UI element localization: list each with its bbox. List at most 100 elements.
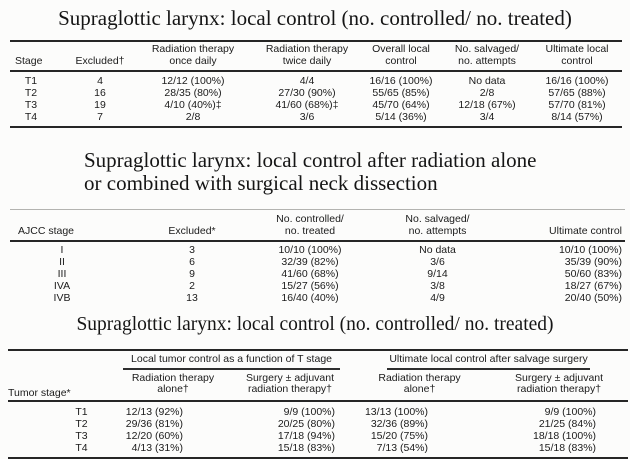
cell: 17/18 (94%): [277, 429, 336, 442]
col-header-ultimate-control: Ultimate control: [525, 209, 625, 242]
cell: T4: [24, 111, 38, 123]
col-header-overall-local-control: Overall local control: [360, 41, 442, 72]
table2-title: Supraglottic larynx: local control after…: [84, 148, 537, 195]
cell: 15/18 (83%): [277, 441, 336, 454]
cell: 2/8: [185, 111, 201, 123]
group-header-ultimate-control-label: Ultimate local control after salvage sur…: [387, 353, 591, 370]
cell: 21/25 (84%): [538, 417, 597, 430]
cell: 10/10 (100%): [278, 244, 342, 256]
cell: 16/16 (100%): [545, 75, 609, 87]
table-row: II 6 32/39 (82%) 3/6 35/39 (90%): [10, 256, 625, 268]
cell: 4/10 (40%)‡: [164, 99, 222, 111]
cell: 13: [186, 292, 198, 304]
cell: 9/9 (100%): [283, 405, 336, 418]
group-header-local-control-label: Local tumor control as a function of T s…: [123, 353, 341, 370]
col-header-rt-once-daily: Radiation therapy once daily: [132, 41, 254, 72]
cell: 41/60 (68%)‡: [275, 99, 339, 111]
cell: 3/8: [430, 280, 445, 292]
cell: 15/20 (75%): [370, 429, 429, 442]
cell: 4/13 (31%): [131, 441, 183, 454]
cell: 32/39 (82%): [281, 256, 339, 268]
table-row: I 3 10/10 (100%) No data 10/10 (100%): [10, 241, 625, 256]
cell: 19: [94, 99, 106, 111]
cell: T2: [75, 417, 88, 430]
cell: 50/60 (83%): [564, 268, 622, 280]
cell: III: [57, 268, 67, 280]
cell: 8/14 (57%): [551, 111, 603, 123]
table-row: T1 12/13 (92%) 9/9 (100%) 13/13 (100%) 9…: [8, 401, 628, 418]
group-header-local-control: Local tumor control as a function of T s…: [115, 350, 349, 370]
cell: 6: [189, 256, 195, 268]
cell: 55/65 (85%): [372, 87, 430, 99]
cell: 16/16 (100%): [369, 75, 433, 87]
col-header-ajcc-stage: AJCC stage: [10, 209, 114, 242]
col-header-salvaged-attempts: No. salvaged/ no. attempts: [350, 209, 525, 242]
cell: 16/40 (40%): [281, 292, 339, 304]
col-header-controlled-treated: No. controlled/ no. treated: [270, 209, 350, 242]
table2-header-row: AJCC stage Excluded* No. controlled/ no.…: [10, 209, 625, 242]
cell: 28/35 (80%): [164, 87, 222, 99]
table-row: T4 4/13 (31%) 15/18 (83%) 7/13 (54%) 15/…: [8, 442, 628, 458]
table-row: T2 29/36 (81%) 20/25 (80%) 32/36 (89%) 2…: [8, 418, 628, 430]
cell: 35/39 (90%): [564, 256, 622, 268]
table-row: T3 19 4/10 (40%)‡ 41/60 (68%)‡ 45/70 (64…: [10, 99, 622, 111]
col-header-excluded: Excluded†: [68, 41, 132, 72]
cell: 12/12 (100%): [161, 75, 225, 87]
ajcc-stage-control-table: AJCC stage Excluded* No. controlled/ no.…: [10, 209, 625, 304]
table-row: T2 16 28/35 (80%) 27/30 (90%) 55/65 (85%…: [10, 87, 622, 99]
col-header-rt-alone-local: Radiation therapy alone†: [115, 369, 231, 402]
table3-title: Supraglottic larynx: local control (no. …: [76, 314, 554, 335]
col-header-stage: Stage: [10, 41, 68, 72]
table-row: IVB 13 16/40 (40%) 4/9 20/40 (50%): [10, 292, 625, 304]
cell: 45/70 (64%): [372, 99, 430, 111]
col-header-surgery-adjuvant-ultimate: Surgery ± adjuvant radiation therapy†: [490, 369, 629, 402]
cell: 10/10 (100%): [558, 244, 622, 256]
cell: T3: [24, 99, 38, 111]
cell: 18/18 (100%): [532, 429, 597, 442]
table-row: T1 4 12/12 (100%) 4/4 16/16 (100%) No da…: [10, 71, 622, 87]
cell: 9/9 (100%): [544, 405, 597, 418]
cell: 3/4: [479, 111, 495, 123]
col-header-ultimate-local-control: Ultimate local control: [532, 41, 622, 72]
cell: T1: [75, 405, 88, 418]
cell: 18/27 (67%): [564, 280, 622, 292]
cell: 4/4: [299, 75, 315, 87]
col-header-surgery-adjuvant-local: Surgery ± adjuvant radiation therapy†: [231, 369, 350, 402]
cell: 4: [97, 75, 103, 87]
cell: 29/36 (81%): [125, 417, 183, 430]
cell: T3: [75, 429, 88, 442]
cell: 3/6: [299, 111, 315, 123]
cell: IVA: [53, 280, 71, 292]
table-row: III 9 41/60 (68%) 9/14 50/60 (83%): [10, 268, 625, 280]
cell: T1: [24, 75, 38, 87]
col-header-rt-alone-ultimate: Radiation therapy alone†: [349, 369, 491, 402]
supraglottic-local-control-table: Stage Excluded† Radiation therapy once d…: [10, 40, 622, 128]
cell: T2: [24, 87, 38, 99]
cell: 12/13 (92%): [125, 405, 183, 418]
cell: 7: [97, 111, 103, 123]
cell: 2: [189, 280, 195, 292]
table1-title: Supraglottic larynx: local control (no. …: [58, 6, 572, 30]
cell: 2/8: [479, 87, 495, 99]
cell: I: [60, 244, 64, 256]
col-header-rt-twice-daily: Radiation therapy twice daily: [254, 41, 360, 72]
cell: 12/18 (67%): [458, 99, 516, 111]
cell: 15/18 (83%): [538, 441, 597, 454]
group-header-ultimate-control: Ultimate local control after salvage sur…: [349, 350, 628, 370]
col-header-tumor-stage: Tumor stage*: [8, 350, 115, 402]
table3-group-header-row: Tumor stage* Local tumor control as a fu…: [8, 350, 628, 402]
cell: 4/9: [430, 292, 445, 304]
cell: 41/60 (68%): [281, 268, 339, 280]
tumor-stage-salvage-table: Tumor stage* Local tumor control as a fu…: [8, 349, 629, 459]
col-header-excluded: Excluded*: [114, 209, 270, 242]
cell: IVB: [53, 292, 71, 304]
cell: 9/14: [427, 268, 448, 280]
cell: 57/65 (88%): [548, 87, 606, 99]
cell: 20/25 (80%): [277, 417, 336, 430]
cell: 32/36 (89%): [370, 417, 429, 430]
cell: 5/14 (36%): [375, 111, 427, 123]
cell: 9: [189, 268, 195, 280]
cell: 3: [189, 244, 195, 256]
table1-header-row: Stage Excluded† Radiation therapy once d…: [10, 41, 622, 72]
cell: 15/27 (56%): [281, 280, 339, 292]
